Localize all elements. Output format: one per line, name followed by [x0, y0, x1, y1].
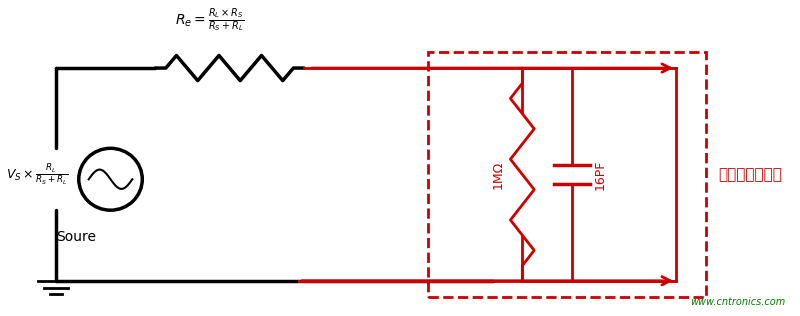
Text: $R_e=\frac{R_L\times R_S}{R_S+R_L}$: $R_e=\frac{R_L\times R_S}{R_S+R_L}$ [175, 7, 244, 34]
Text: Soure: Soure [56, 230, 96, 244]
Text: 1MΩ: 1MΩ [491, 160, 505, 189]
Text: 示波器等效模型: 示波器等效模型 [718, 167, 782, 182]
Text: $V_S\times\frac{R_L}{R_S+R_L}$: $V_S\times\frac{R_L}{R_S+R_L}$ [6, 162, 69, 187]
Text: 16PF: 16PF [594, 159, 606, 190]
Text: www.cntronics.com: www.cntronics.com [690, 297, 786, 307]
